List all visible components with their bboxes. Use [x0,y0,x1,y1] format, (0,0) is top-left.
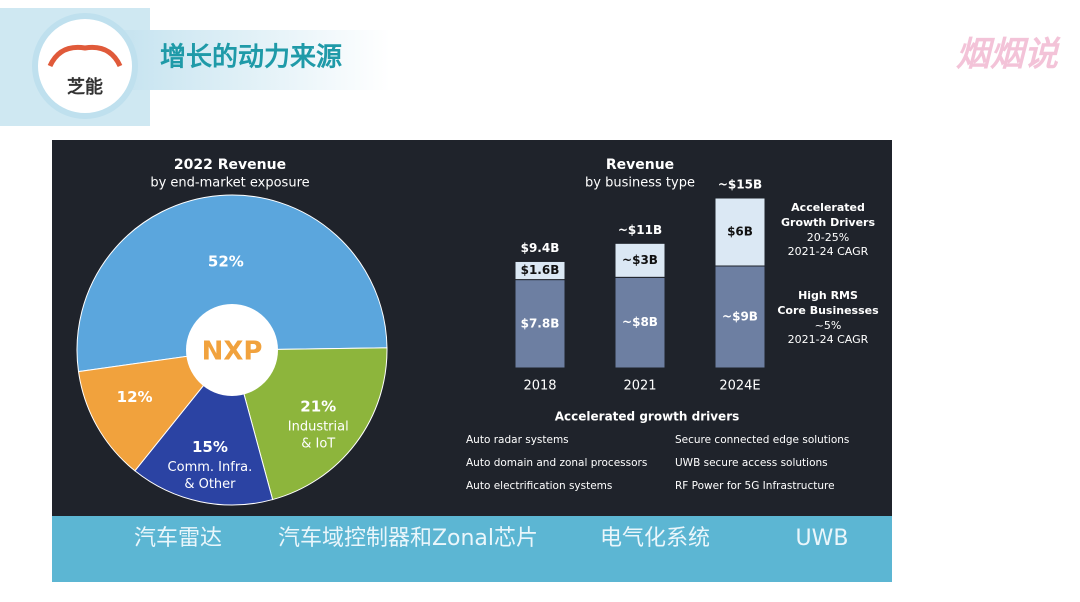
x-tick-label: 2024E [719,379,760,394]
banner-item: UWB [796,526,849,551]
x-tick-label: 2021 [623,379,656,394]
slice-value: 15% [192,438,228,456]
brand: 烟烟说 [956,35,1061,75]
pie-slice [231,347,388,501]
banner-item: 电气化系统 [600,526,710,551]
bar-value-label: $7.8B [521,316,560,330]
slice-value: 52% [208,253,244,271]
slide-title: 增长的动力来源 [160,42,342,73]
x-tick-label: 2018 [523,379,556,394]
legend-period: 2021-24 CAGR [788,333,869,346]
bar-total-label: $9.4B [521,241,560,255]
driver-item: Secure connected edge solutions [675,434,849,446]
bar-segment [514,260,566,281]
banner-item: 汽车雷达 [134,526,222,551]
bar-segment [714,197,766,267]
legend-growth: ~5% [815,319,842,332]
driver-item: UWB secure access solutions [675,457,828,469]
driver-item: Auto radar systems [466,434,569,446]
chart-title: Revenue [606,157,674,173]
bar-total-label: ~$15B [718,178,762,192]
legend-growth: 20-25% [807,231,849,244]
slice-value: 12% [117,388,153,406]
bar-value-label: $6B [727,225,753,239]
bar-segment [514,279,566,369]
chart-subtitle: by business type [585,176,695,191]
pie-slice [77,349,234,472]
driver-item: Auto electrification systems [466,480,612,492]
title-band [90,30,390,90]
drivers-title: Accelerated growth drivers [555,410,740,424]
logo-text: 芝能 [67,76,103,98]
legend-name: High RMS Core Businesses [777,289,879,317]
chart-subtitle: by end-market exposure [150,176,309,191]
content: 2022 Revenue by end-market exposure 52% 21%… [76,157,879,551]
legend-period: 2021-24 CAGR [788,245,869,258]
logo [32,13,138,119]
slice-value: 21% [300,397,336,415]
logo-mark [47,44,123,68]
driver-item: RF Power for 5G Infrastructure [675,480,835,492]
chart-title: 2022 Revenue [174,157,286,173]
banner-item: 汽车域控制器和Zonal芯片 [278,526,538,551]
bar-value-label: ~$8B [622,315,658,329]
bar-value-label: ~$3B [622,253,658,267]
center-label: NXP [202,337,263,367]
slice-label: & Other [184,477,236,492]
legend-name: Accelerated Growth Drivers [781,201,875,229]
bar-value-label: ~$9B [722,310,758,324]
slice-label: & IoT [301,436,335,451]
bar-segment [614,242,666,278]
banner [52,516,892,582]
pie-slice [76,194,388,373]
slice-label: Comm. Infra. [168,460,253,475]
driver-item: Auto domain and zonal processors [466,457,647,469]
bar-value-label: $1.6B [521,263,560,277]
center-badge [186,304,278,396]
slice-label: Industrial [288,419,349,434]
bar-total-label: ~$11B [618,223,662,237]
